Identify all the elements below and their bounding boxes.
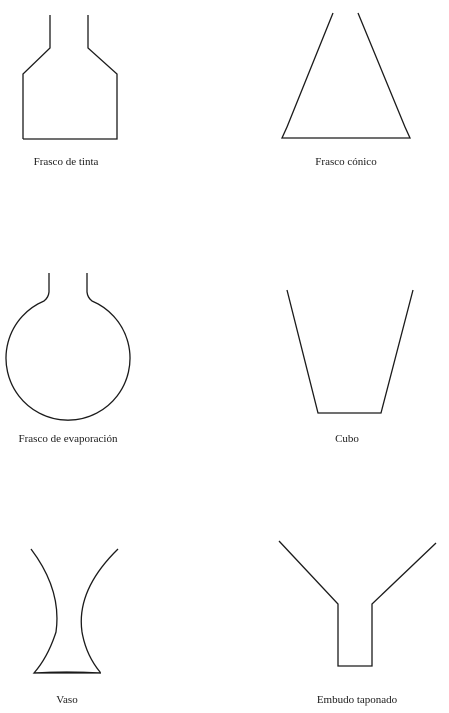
caption-evaporating-flask: Frasco de evaporación xyxy=(18,433,118,445)
caption-ink-bottle: Frasco de tinta xyxy=(33,156,99,168)
glass-left-side xyxy=(30,548,119,674)
conical-flask-outline xyxy=(280,12,412,139)
caption-conical-flask: Frasco cónico xyxy=(315,156,377,168)
ink-bottle-outline xyxy=(22,15,118,140)
evaporating-flask-outline xyxy=(5,273,131,421)
caption-bucket: Cubo xyxy=(335,433,359,445)
caption-glass: Vaso xyxy=(56,694,78,706)
bucket-outline xyxy=(286,289,414,414)
glass-base xyxy=(33,671,102,674)
caption-stoppered-funnel: Embudo taponado xyxy=(316,694,398,706)
stoppered-funnel-outline xyxy=(278,540,437,667)
